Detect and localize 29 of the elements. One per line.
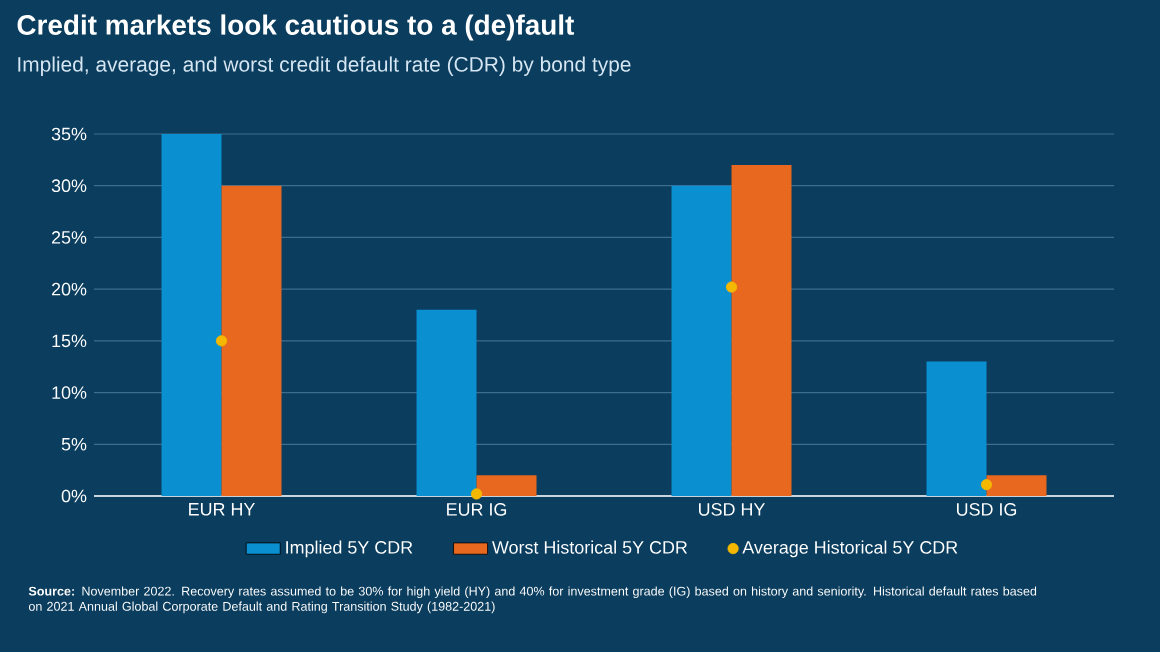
y-tick-label: 5% bbox=[61, 437, 87, 451]
bar bbox=[416, 309, 477, 496]
bar bbox=[731, 165, 792, 496]
bar bbox=[476, 475, 537, 496]
x-tick-label: EUR HY bbox=[189, 503, 255, 516]
x-tick-label: USD HY bbox=[699, 503, 765, 516]
bar bbox=[926, 361, 987, 496]
point bbox=[215, 335, 228, 347]
y-tick-label: 30% bbox=[51, 179, 87, 193]
bar bbox=[986, 475, 1047, 496]
x-tick-label: USD IG bbox=[957, 503, 1017, 516]
x-tick-label: EUR IG bbox=[447, 503, 507, 516]
point bbox=[725, 281, 738, 293]
y-tick-label: 25% bbox=[51, 231, 87, 244]
y-tick-label: 35% bbox=[51, 127, 87, 141]
chart-subtitle: Implied, average, and worst credit default rate (CDR) by bond type bbox=[18, 56, 631, 76]
legend-label: Implied 5Y CDR bbox=[286, 540, 413, 558]
bar bbox=[221, 185, 282, 496]
y-tick-label: 0% bbox=[61, 489, 87, 503]
point bbox=[980, 479, 993, 491]
legend-label: Average Historical 5Y CDR bbox=[742, 540, 958, 558]
bar bbox=[161, 134, 222, 496]
y-tick-label: 15% bbox=[52, 334, 87, 348]
y-tick-label: 20% bbox=[51, 282, 87, 296]
legend-label: Worst Historical 5Y CDR bbox=[492, 540, 688, 554]
y-tick-label: 10% bbox=[52, 386, 87, 399]
chart-title: Credit markets look cautious to a (de)fault bbox=[17, 14, 575, 41]
point bbox=[470, 488, 483, 500]
bar bbox=[671, 185, 732, 496]
